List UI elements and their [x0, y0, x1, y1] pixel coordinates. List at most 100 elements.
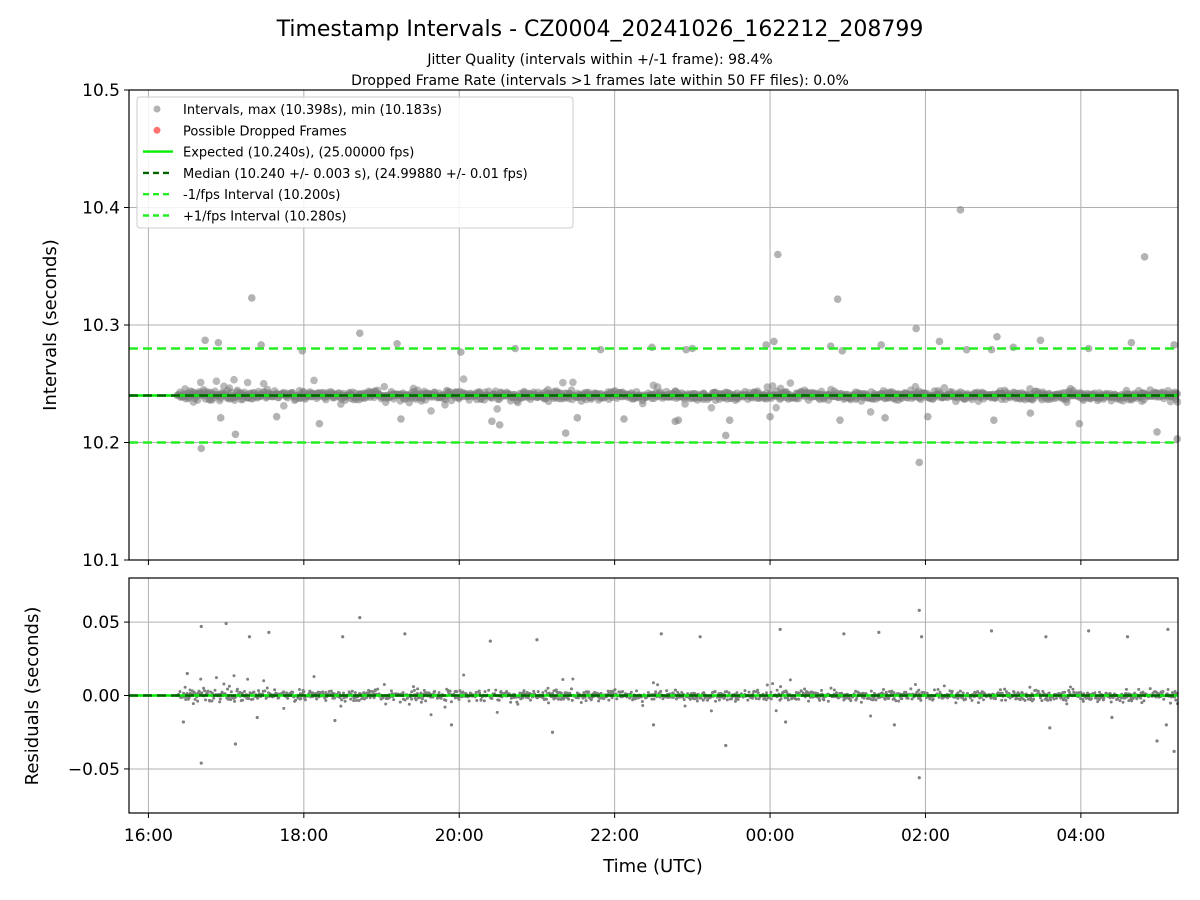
- residual-point: [235, 687, 239, 691]
- interval-point: [681, 400, 689, 408]
- residual-point: [1003, 687, 1007, 691]
- residual-point: [1121, 700, 1125, 704]
- interval-point: [393, 340, 401, 348]
- residual-point: [206, 689, 210, 693]
- interval-point: [912, 324, 920, 333]
- residual-point: [840, 691, 844, 695]
- interval-point: [881, 414, 889, 422]
- residual-point: [750, 696, 754, 700]
- residual-point: [1028, 685, 1032, 689]
- residual-point: [337, 691, 341, 695]
- residual-point: [341, 635, 345, 639]
- residual-point: [448, 689, 452, 693]
- y-tick-label: 10.3: [82, 316, 120, 336]
- residual-point: [698, 635, 702, 639]
- residual-point: [1096, 700, 1100, 704]
- residual-point: [829, 686, 833, 690]
- interval-point: [196, 378, 205, 387]
- residual-point: [218, 697, 222, 701]
- residual-point: [799, 689, 803, 693]
- residual-point: [414, 698, 418, 702]
- interval-point: [725, 416, 734, 424]
- interval-point: [836, 416, 844, 424]
- interval-point: [315, 419, 324, 428]
- residual-point: [775, 688, 779, 692]
- residual-point: [1000, 698, 1004, 702]
- residual-point: [690, 692, 694, 696]
- interval-point: [214, 338, 223, 347]
- interval-point: [923, 412, 932, 421]
- residual-point: [797, 697, 801, 701]
- residual-point: [1018, 698, 1022, 702]
- residual-point: [671, 695, 675, 699]
- residual-point: [661, 697, 665, 701]
- residual-point: [1012, 691, 1016, 695]
- residual-point: [389, 689, 393, 693]
- residual-point: [196, 699, 200, 703]
- residual-point: [1089, 697, 1093, 701]
- residual-point: [659, 689, 663, 693]
- residual-point: [1110, 715, 1114, 720]
- residual-point: [429, 713, 433, 717]
- residual-point: [724, 743, 728, 748]
- residual-point: [178, 689, 182, 693]
- residual-point: [416, 687, 420, 691]
- residual-point: [1047, 691, 1051, 695]
- residual-point: [1166, 688, 1170, 692]
- interval-point: [212, 377, 221, 385]
- residual-point: [699, 696, 703, 700]
- residual-point: [771, 682, 775, 686]
- residual-point: [982, 698, 986, 702]
- residual-point: [418, 696, 422, 700]
- interval-point: [993, 332, 1001, 341]
- residual-point: [255, 715, 259, 720]
- residual-point: [561, 677, 565, 681]
- y-tick-label: 10.2: [82, 434, 120, 454]
- residual-point: [714, 699, 718, 703]
- residual-point: [547, 701, 551, 705]
- residual-point: [786, 698, 790, 702]
- residual-point: [1125, 635, 1130, 639]
- residual-point: [242, 689, 246, 693]
- residual-point: [680, 690, 684, 694]
- residual-point: [297, 688, 301, 692]
- interval-point: [770, 337, 778, 346]
- residual-point: [807, 699, 811, 703]
- residual-point: [419, 700, 423, 704]
- residual-point: [213, 688, 217, 692]
- legend-label: Intervals, max (10.398s), min (10.183s): [183, 103, 442, 118]
- residual-point: [701, 698, 705, 702]
- residual-point: [212, 696, 216, 700]
- residual-point: [443, 705, 447, 709]
- residual-point: [756, 688, 760, 692]
- residual-point: [475, 698, 479, 702]
- interval-point: [493, 405, 502, 413]
- residual-point: [774, 709, 778, 713]
- residual-point: [401, 691, 405, 695]
- y-tick-label: 10.1: [82, 551, 120, 571]
- residual-point: [1081, 699, 1085, 703]
- residual-point: [559, 691, 563, 695]
- residual-point: [1164, 723, 1168, 727]
- residual-point: [1124, 687, 1128, 691]
- residual-point: [222, 682, 226, 686]
- residual-point: [862, 696, 866, 700]
- interval-point: [772, 403, 780, 412]
- residual-point: [1052, 697, 1056, 701]
- residual-point: [918, 696, 922, 700]
- residual-point: [1084, 696, 1088, 700]
- residual-point: [321, 690, 325, 694]
- chart-title: Timestamp Intervals - CZ0004_20241026_16…: [276, 17, 924, 42]
- residual-point: [185, 691, 189, 695]
- residual-point: [570, 698, 574, 702]
- residual-point: [544, 689, 548, 693]
- residual-point: [629, 690, 633, 694]
- interval-point: [1170, 341, 1178, 349]
- residual-point: [1068, 685, 1072, 689]
- residual-point: [1108, 691, 1112, 695]
- residual-point: [229, 698, 233, 702]
- residual-point: [968, 696, 972, 700]
- residual-point: [932, 688, 936, 692]
- residual-point: [783, 696, 787, 700]
- interval-point: [201, 336, 209, 345]
